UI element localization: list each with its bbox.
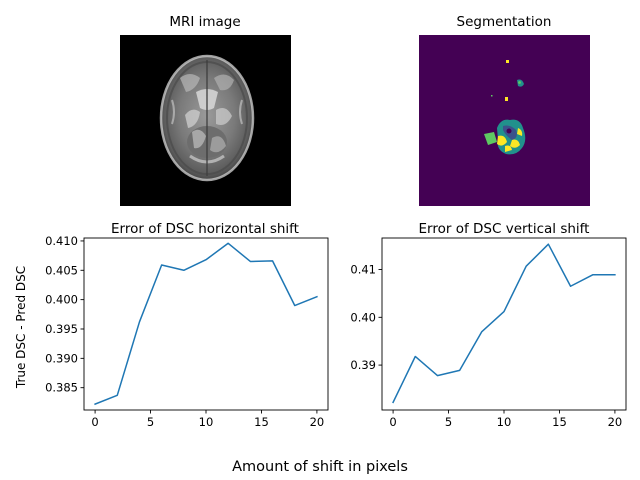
chart-horizontal-shift: Error of DSC horizontal shift True DSC -…	[14, 221, 329, 429]
y-tick-label: 0.39	[350, 358, 376, 372]
y-tick-label: 0.405	[45, 263, 78, 277]
mri-image-title: MRI image	[169, 14, 240, 30]
segmentation-title: Segmentation	[457, 14, 552, 30]
y-tick-label: 0.410	[45, 234, 78, 248]
axes-frame	[381, 237, 627, 411]
y-tick-label: 0.40	[350, 310, 376, 324]
chart-title: Error of DSC vertical shift	[419, 221, 590, 237]
y-axis-label: True DSC - Pred DSC	[14, 266, 28, 389]
mri-brain-picture	[159, 54, 255, 182]
mri-panel: MRI image	[120, 14, 291, 206]
series-line	[94, 242, 318, 406]
x-tick-label: 10	[199, 415, 214, 429]
y-tick-label: 0.395	[45, 322, 78, 336]
x-tick-label: 0	[389, 415, 396, 429]
x-tick-label: 20	[310, 415, 325, 429]
segmentation-panel: Segmentation	[419, 14, 590, 206]
series-line	[392, 243, 616, 404]
x-tick-label: 10	[497, 415, 512, 429]
shared-x-axis-label: Amount of shift in pixels	[232, 459, 408, 475]
chart-title: Error of DSC horizontal shift	[111, 221, 299, 237]
chart-vertical-shift: Error of DSC vertical shift 0 5 10 15 20 0.39…	[350, 221, 627, 429]
y-tick-label: 0.400	[45, 293, 78, 307]
x-tick-label: 15	[254, 415, 269, 429]
y-tick-label: 0.390	[45, 351, 78, 365]
x-tick-label: 15	[552, 415, 567, 429]
y-tick-label: 0.41	[350, 263, 376, 277]
x-tick-label: 5	[147, 415, 154, 429]
x-tick-label: 0	[91, 415, 98, 429]
y-tick-label: 0.385	[45, 381, 78, 395]
segmentation-mask-picture	[484, 60, 526, 155]
x-tick-label: 20	[608, 415, 623, 429]
x-tick-label: 5	[445, 415, 452, 429]
